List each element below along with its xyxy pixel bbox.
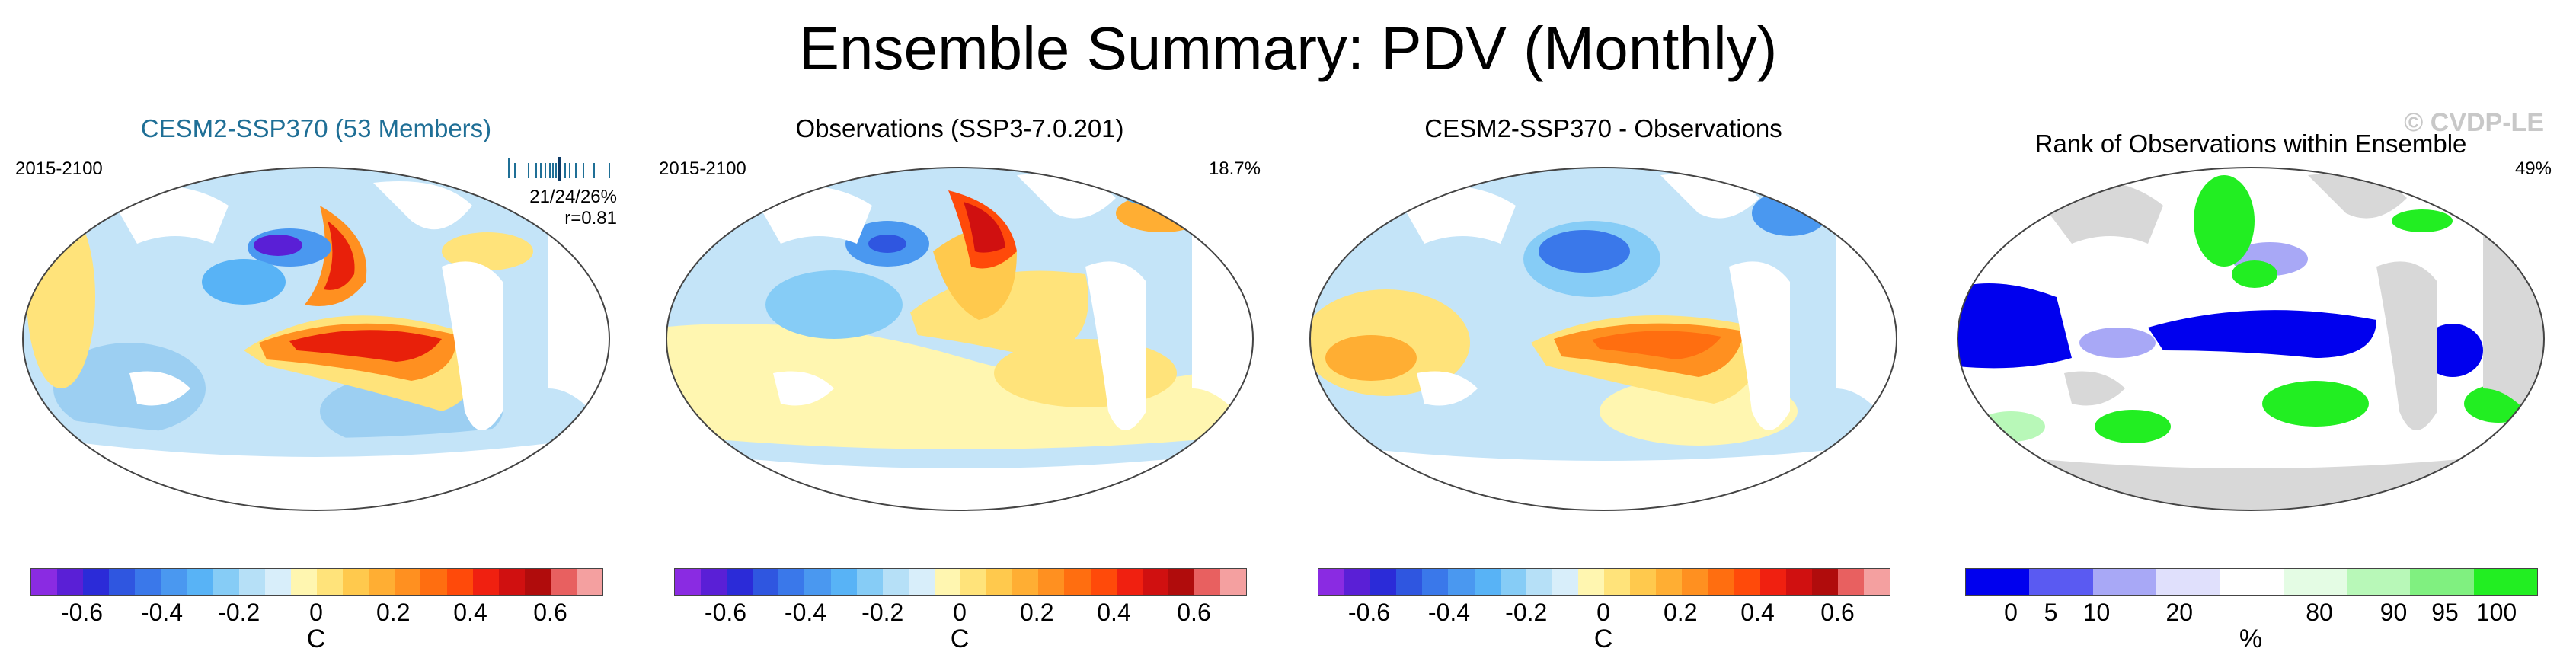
- tick-label: 0.6: [1820, 599, 1855, 626]
- tick-label: -0.2: [861, 599, 904, 626]
- colorbar-ticks: 0 5 10 20 80 90 95 100: [1965, 594, 2536, 632]
- colorbar: [674, 568, 1247, 596]
- pattern-stat-ratio: 21/24/26%: [529, 187, 617, 207]
- panel-observations: Observations (SSP3-7.0.201) 2015-2100 18…: [644, 114, 1276, 670]
- tick-label: 0.2: [1664, 599, 1698, 626]
- tick-label: -0.6: [60, 599, 104, 626]
- colorbar-ticks: -0.6 -0.4 -0.2 0 0.2 0.4 0.6: [1318, 594, 1889, 632]
- watermark: © CVDP-LE: [2404, 108, 2544, 137]
- tick-label: -0.2: [1505, 599, 1548, 626]
- colorbar-unit: C: [1593, 625, 1613, 653]
- panel-model-mean: CESM2-SSP370 (53 Members) 2015-2100 21/2…: [0, 114, 632, 670]
- panel-rank: © CVDP-LE Rank of Observations within En…: [1935, 108, 2567, 670]
- colorbar-ticks: -0.6 -0.4 -0.2 0 0.2 0.4 0.6: [30, 594, 602, 632]
- colorbar-ticks: -0.6 -0.4 -0.2 0 0.2 0.4 0.6: [674, 594, 1245, 632]
- tick-label: 0.4: [453, 599, 487, 626]
- world-map: [666, 167, 1254, 511]
- tick-label: 0: [1596, 599, 1610, 626]
- tick-label: 0.6: [533, 599, 567, 626]
- pattern-correlation: r=0.81: [564, 208, 617, 228]
- tick-label: 0.2: [1020, 599, 1054, 626]
- tick-label: 0.4: [1740, 599, 1775, 626]
- period-label: 2015-2100: [15, 158, 103, 179]
- tick-label: -0.2: [218, 599, 260, 626]
- colorbar: [30, 568, 603, 596]
- panel-title: CESM2-SSP370 (53 Members): [140, 114, 492, 142]
- tick-label: 20: [2165, 599, 2194, 626]
- tick-label: 0.2: [376, 599, 411, 626]
- tick-label: -0.4: [784, 599, 827, 626]
- panel-title: CESM2-SSP370 - Observations: [1424, 114, 1782, 142]
- tick-label: 5: [2044, 599, 2058, 626]
- map-model-mean: [15, 160, 617, 518]
- panel-title: Observations (SSP3-7.0.201): [795, 114, 1124, 142]
- rank-percent: 49%: [2514, 158, 2552, 179]
- tick-label: 80: [2306, 599, 2333, 626]
- ensemble-spread-inset: [506, 157, 620, 181]
- tick-label: 0.6: [1177, 599, 1211, 626]
- colorbar-unit: %: [2239, 625, 2263, 653]
- world-map: [1309, 167, 1897, 511]
- colorbar: [1965, 568, 2538, 596]
- world-map: [1957, 167, 2545, 511]
- map-rank: [1950, 160, 2552, 518]
- tick-label: 0: [953, 599, 967, 626]
- tick-label: 90: [2379, 599, 2408, 626]
- tick-label: 0: [309, 599, 323, 626]
- tick-label: 100: [2475, 599, 2517, 626]
- map-difference: [1302, 160, 1904, 518]
- tick-label: -0.4: [1427, 599, 1471, 626]
- panel-title: Rank of Observations within Ensemble: [2034, 129, 2467, 158]
- tick-label: 10: [2082, 599, 2111, 626]
- tick-label: 0.4: [1097, 599, 1131, 626]
- period-label: 2015-2100: [659, 158, 746, 179]
- colorbar-unit: C: [950, 625, 970, 653]
- colorbar: [1318, 568, 1890, 596]
- tick-label: 95: [2431, 599, 2459, 626]
- tick-label: -0.6: [1347, 599, 1391, 626]
- map-observations: [659, 160, 1261, 518]
- tick-label: 0: [2004, 599, 2018, 626]
- tick-label: -0.4: [140, 599, 184, 626]
- tick-label: -0.6: [704, 599, 747, 626]
- world-map: [22, 167, 610, 511]
- colorbar-unit: C: [306, 625, 326, 653]
- figure-title: Ensemble Summary: PDV (Monthly): [798, 14, 1778, 82]
- explained-variance: 18.7%: [1208, 158, 1261, 179]
- panel-difference: CESM2-SSP370 - Observations: [1287, 114, 1919, 670]
